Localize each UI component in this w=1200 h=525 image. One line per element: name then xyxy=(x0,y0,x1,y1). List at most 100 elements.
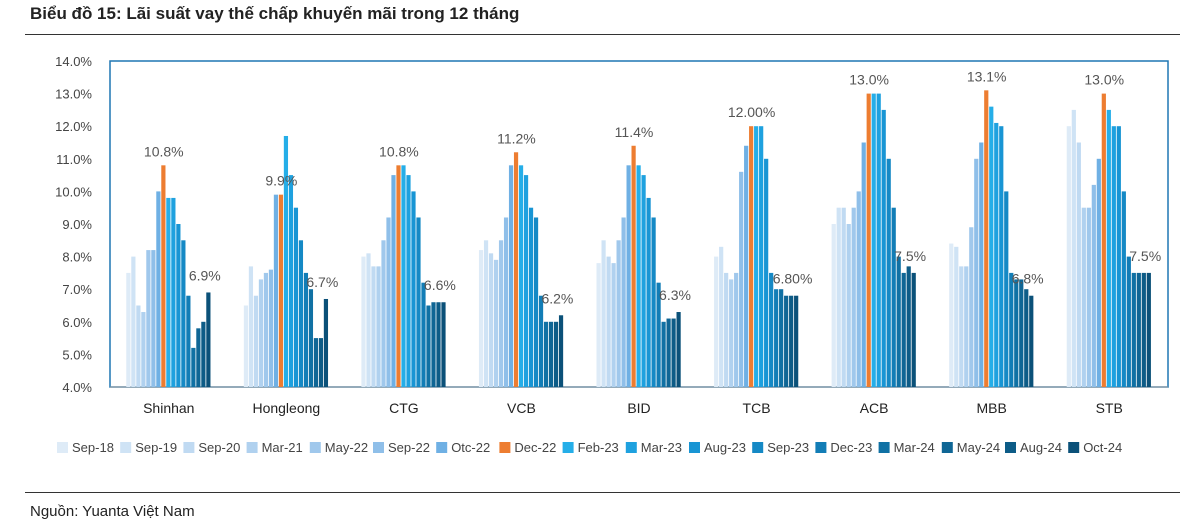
bar xyxy=(401,165,406,387)
bar xyxy=(543,321,549,387)
bar xyxy=(881,109,886,388)
data-label-latest: 7.5% xyxy=(1129,248,1161,264)
bar xyxy=(891,207,896,387)
bar xyxy=(273,194,279,387)
bar xyxy=(1019,279,1024,387)
bar xyxy=(386,217,391,387)
bar xyxy=(436,302,441,387)
bar xyxy=(739,171,744,387)
bar xyxy=(308,289,314,387)
bar xyxy=(493,259,499,387)
y-tick-label: 7.0% xyxy=(62,282,92,297)
legend-swatch xyxy=(1005,442,1016,453)
legend-swatch xyxy=(436,442,448,453)
legend-swatch xyxy=(752,442,764,453)
legend-swatch xyxy=(562,442,574,453)
legend-swatch xyxy=(941,442,953,453)
data-label-peak: 12.00% xyxy=(728,104,775,120)
bar xyxy=(278,194,284,387)
bar xyxy=(283,135,289,387)
legend-label: Mar-21 xyxy=(262,440,303,455)
bar xyxy=(553,321,559,387)
bar xyxy=(421,282,426,387)
legend-label: Feb-23 xyxy=(578,440,619,455)
bar xyxy=(661,321,666,387)
data-label-latest: 6.7% xyxy=(306,274,338,290)
bar xyxy=(298,240,304,387)
bar xyxy=(288,175,294,387)
bar xyxy=(411,191,416,387)
x-tick-label: MBB xyxy=(976,400,1006,416)
legend-label: Oct-24 xyxy=(1083,440,1122,455)
bar xyxy=(851,207,856,387)
legend-swatch xyxy=(625,442,637,453)
legend-swatch xyxy=(183,442,195,453)
y-tick-label: 10.0% xyxy=(55,184,92,199)
bar xyxy=(146,250,151,387)
bar xyxy=(1121,191,1126,387)
bar xyxy=(964,266,969,387)
bar xyxy=(784,295,789,387)
bar xyxy=(646,197,651,387)
bar xyxy=(896,256,901,387)
bar xyxy=(156,191,161,387)
bar xyxy=(631,145,636,387)
bar xyxy=(1111,126,1116,387)
bar xyxy=(1096,158,1101,387)
bar xyxy=(528,207,534,387)
bar xyxy=(191,347,196,387)
y-tick-label: 9.0% xyxy=(62,217,92,232)
legend-swatch xyxy=(499,442,511,453)
bar xyxy=(759,126,764,387)
legend-label: May-24 xyxy=(957,440,1000,455)
bar xyxy=(831,224,836,387)
bar xyxy=(488,253,494,387)
bar xyxy=(871,93,876,387)
y-tick-label: 4.0% xyxy=(62,380,92,395)
bar xyxy=(906,266,911,387)
bar xyxy=(303,272,309,387)
legend-label: Dec-22 xyxy=(514,440,556,455)
data-label-latest: 6.2% xyxy=(541,290,573,306)
bar xyxy=(558,315,564,387)
bar xyxy=(749,126,754,387)
bar xyxy=(201,321,206,387)
bar xyxy=(1101,93,1106,387)
bar xyxy=(774,289,779,387)
bar xyxy=(959,266,964,387)
bar xyxy=(406,175,411,387)
bar xyxy=(483,240,489,387)
bar xyxy=(779,289,784,387)
legend-label: Aug-23 xyxy=(704,440,746,455)
bar xyxy=(248,266,254,387)
bar xyxy=(361,256,366,387)
bar xyxy=(1081,207,1086,387)
bar xyxy=(533,217,539,387)
bar xyxy=(651,217,656,387)
data-label-peak: 10.8% xyxy=(379,143,419,159)
bar xyxy=(371,266,376,387)
bar xyxy=(498,240,504,387)
bar xyxy=(656,282,661,387)
bar xyxy=(1106,109,1111,388)
bar xyxy=(141,312,146,387)
bar xyxy=(621,217,626,387)
bar xyxy=(846,224,851,387)
bar xyxy=(538,295,544,387)
legend-label: Aug-24 xyxy=(1020,440,1062,455)
bar xyxy=(508,165,514,387)
legend-label: Otc-22 xyxy=(451,440,490,455)
y-tick-label: 11.0% xyxy=(56,152,92,167)
y-tick-label: 5.0% xyxy=(62,347,92,362)
bar xyxy=(131,256,136,387)
legend-label: Sep-19 xyxy=(135,440,177,455)
bar xyxy=(243,305,249,387)
y-tick-label: 14.0% xyxy=(55,54,92,69)
bar xyxy=(734,272,739,387)
legend-swatch xyxy=(815,442,827,453)
bar xyxy=(754,126,759,387)
bar xyxy=(611,263,616,387)
data-label-peak: 10.8% xyxy=(144,143,184,159)
legend-label: Mar-23 xyxy=(641,440,682,455)
bar xyxy=(176,224,181,387)
